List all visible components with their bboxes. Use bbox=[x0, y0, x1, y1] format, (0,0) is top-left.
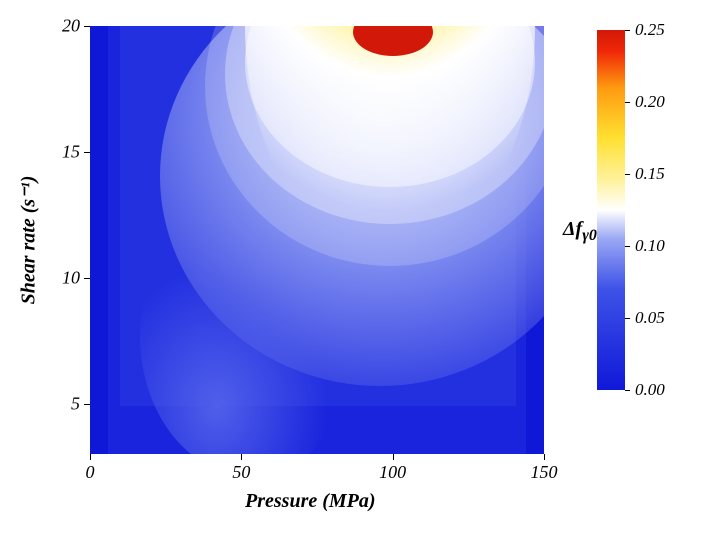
colorbar-tick-label: 0.05 bbox=[635, 308, 665, 328]
colorbar-gradient bbox=[597, 30, 625, 390]
y-tick-label: 15 bbox=[62, 141, 80, 162]
colorbar-tick-label: 0.10 bbox=[635, 236, 665, 256]
x-axis-label: Pressure (MPa) bbox=[245, 490, 376, 513]
heatmap-plot bbox=[90, 26, 544, 454]
colorbar-tick-mark bbox=[625, 246, 630, 247]
x-tick-mark bbox=[241, 454, 242, 460]
colorbar-tick-label: 0.00 bbox=[635, 380, 665, 400]
x-tick-label: 0 bbox=[86, 462, 95, 483]
colorbar-tick-mark bbox=[625, 390, 630, 391]
heatmap-svg bbox=[90, 26, 544, 454]
colorbar-title-sub: γ0 bbox=[582, 227, 597, 244]
y-axis-label: Shear rate (s⁻¹) bbox=[16, 176, 41, 305]
x-tick-mark bbox=[393, 454, 394, 460]
y-tick-mark bbox=[84, 278, 90, 279]
colorbar bbox=[597, 30, 625, 390]
colorbar-tick-mark bbox=[625, 102, 630, 103]
x-tick-mark bbox=[544, 454, 545, 460]
x-tick-label: 50 bbox=[232, 462, 250, 483]
y-tick-mark bbox=[84, 152, 90, 153]
x-tick-mark bbox=[90, 454, 91, 460]
x-tick-label: 100 bbox=[379, 462, 406, 483]
y-tick-label: 10 bbox=[62, 267, 80, 288]
y-tick-label: 20 bbox=[62, 16, 80, 37]
colorbar-tick-label: 0.20 bbox=[635, 92, 665, 112]
x-tick-label: 150 bbox=[531, 462, 558, 483]
y-tick-mark bbox=[84, 26, 90, 27]
colorbar-title: Δfγ0 bbox=[563, 218, 597, 245]
colorbar-title-main: Δf bbox=[563, 218, 582, 240]
colorbar-tick-mark bbox=[625, 30, 630, 31]
colorbar-tick-label: 0.15 bbox=[635, 164, 665, 184]
y-tick-mark bbox=[84, 404, 90, 405]
colorbar-tick-label: 0.25 bbox=[635, 20, 665, 40]
colorbar-tick-mark bbox=[625, 318, 630, 319]
colorbar-tick-mark bbox=[625, 174, 630, 175]
y-tick-label: 5 bbox=[71, 393, 80, 414]
